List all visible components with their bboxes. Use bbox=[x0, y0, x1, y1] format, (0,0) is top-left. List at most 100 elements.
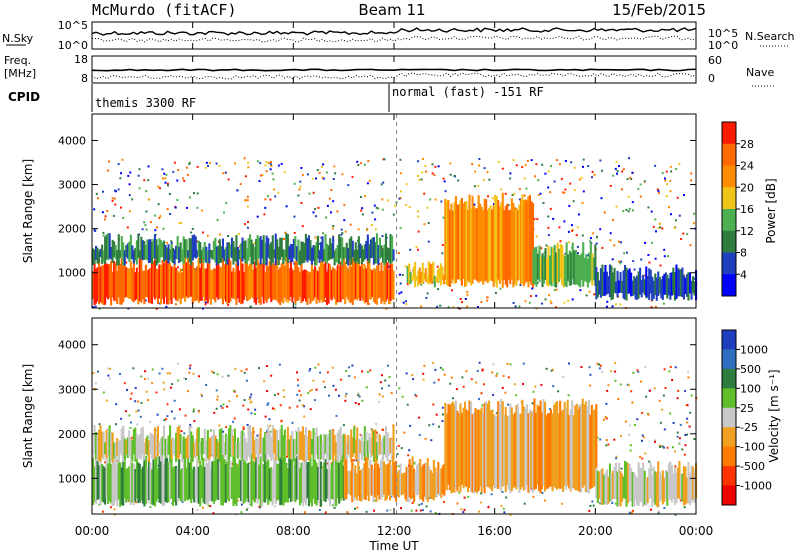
scatter-point bbox=[549, 300, 552, 302]
scatter-point bbox=[684, 444, 687, 447]
echo-strip bbox=[329, 238, 332, 260]
echo-strip bbox=[125, 267, 128, 297]
echo-strip bbox=[170, 438, 173, 459]
scatter-point bbox=[298, 399, 301, 402]
scatter-point bbox=[651, 241, 653, 244]
echo-strip bbox=[309, 240, 312, 261]
echo-strip bbox=[144, 438, 147, 455]
scatter-point bbox=[645, 395, 648, 398]
scatter-point bbox=[406, 283, 409, 286]
echo-strip bbox=[428, 466, 431, 497]
scatter-point bbox=[678, 441, 681, 444]
scatter-point bbox=[532, 390, 535, 393]
echo-strip bbox=[625, 462, 628, 507]
echo-strip bbox=[292, 438, 295, 462]
echo-strip bbox=[565, 242, 568, 288]
echo-strip bbox=[181, 440, 184, 463]
scatter-point bbox=[620, 434, 623, 437]
echo-strip bbox=[273, 249, 276, 258]
scatter-point bbox=[570, 161, 573, 164]
echo-strip bbox=[321, 260, 324, 303]
scatter-point bbox=[413, 462, 416, 465]
cpid-segment-label-1: themis 3300 RF bbox=[95, 96, 196, 110]
scatter-point bbox=[200, 393, 203, 396]
scatter-point bbox=[633, 424, 636, 426]
echo-strip bbox=[693, 469, 696, 503]
echo-strip bbox=[137, 271, 140, 305]
scatter-point bbox=[311, 177, 314, 180]
ytick-label: 3000 bbox=[58, 383, 86, 396]
scatter-point bbox=[618, 240, 620, 243]
scatter-point bbox=[248, 398, 251, 401]
scatter-point bbox=[670, 170, 673, 173]
scatter-point bbox=[571, 224, 573, 227]
scatter-point bbox=[176, 179, 179, 182]
scatter-point bbox=[422, 372, 425, 375]
scatter-point bbox=[97, 370, 100, 373]
scatter-point bbox=[283, 171, 286, 174]
scatter-point bbox=[676, 196, 679, 199]
echo-strip bbox=[131, 462, 134, 503]
scatter-point bbox=[478, 510, 480, 513]
echo-strip bbox=[191, 262, 194, 304]
scatter-point bbox=[98, 503, 101, 506]
scatter-point bbox=[641, 457, 644, 460]
scatter-point bbox=[254, 408, 257, 411]
scatter-point bbox=[644, 365, 647, 368]
scatter-point bbox=[563, 301, 566, 304]
echo-strip bbox=[532, 249, 535, 284]
scatter-point bbox=[345, 370, 348, 372]
echo-strip bbox=[221, 256, 224, 305]
echo-strip bbox=[277, 463, 280, 500]
scatter-point bbox=[654, 440, 656, 443]
echo-strip bbox=[457, 414, 460, 487]
scatter-point bbox=[417, 215, 420, 218]
echo-strip bbox=[437, 462, 440, 494]
scatter-point bbox=[246, 423, 249, 426]
scatter-point bbox=[590, 237, 592, 240]
scatter-point bbox=[519, 284, 522, 286]
scatter-point bbox=[650, 306, 653, 309]
echo-strip bbox=[465, 409, 468, 487]
scatter-point bbox=[250, 412, 253, 415]
echo-strip bbox=[301, 426, 304, 461]
scatter-point bbox=[492, 203, 495, 206]
scatter-point bbox=[381, 208, 384, 211]
scatter-point bbox=[337, 264, 340, 267]
scatter-point bbox=[418, 416, 421, 419]
echo-strip bbox=[196, 250, 199, 258]
echo-strip bbox=[98, 250, 101, 263]
scatter-point bbox=[612, 174, 615, 177]
scatter-point bbox=[357, 392, 360, 395]
echo-strip bbox=[223, 264, 226, 300]
scatter-point bbox=[145, 190, 148, 193]
echo-strip bbox=[218, 239, 221, 263]
echo-strip bbox=[605, 271, 608, 295]
scatter-point bbox=[357, 164, 360, 166]
colorbar-tick-label: 20 bbox=[740, 181, 754, 194]
scatter-point bbox=[689, 244, 692, 247]
echo-strip bbox=[173, 439, 176, 457]
echo-strip bbox=[261, 464, 264, 507]
ytick-label: 4000 bbox=[58, 134, 86, 147]
scatter-point bbox=[614, 362, 617, 365]
scatter-point bbox=[122, 216, 125, 219]
freq-tick-hi: 18 bbox=[74, 53, 88, 66]
echo-strip bbox=[360, 260, 363, 299]
echo-strip bbox=[264, 432, 267, 454]
scatter-point bbox=[215, 407, 218, 410]
echo-strip bbox=[144, 245, 147, 260]
echo-strip bbox=[372, 268, 375, 302]
scatter-point bbox=[135, 410, 138, 413]
echo-strip bbox=[243, 460, 246, 504]
scatter-point bbox=[415, 395, 418, 398]
scatter-point bbox=[432, 403, 435, 406]
scatter-point bbox=[128, 414, 131, 417]
colorbar-segment bbox=[722, 187, 736, 210]
echo-strip bbox=[193, 466, 196, 503]
scatter-point bbox=[666, 446, 669, 449]
scatter-point bbox=[250, 393, 253, 396]
echo-strip bbox=[497, 401, 500, 489]
echo-strip bbox=[497, 200, 500, 280]
